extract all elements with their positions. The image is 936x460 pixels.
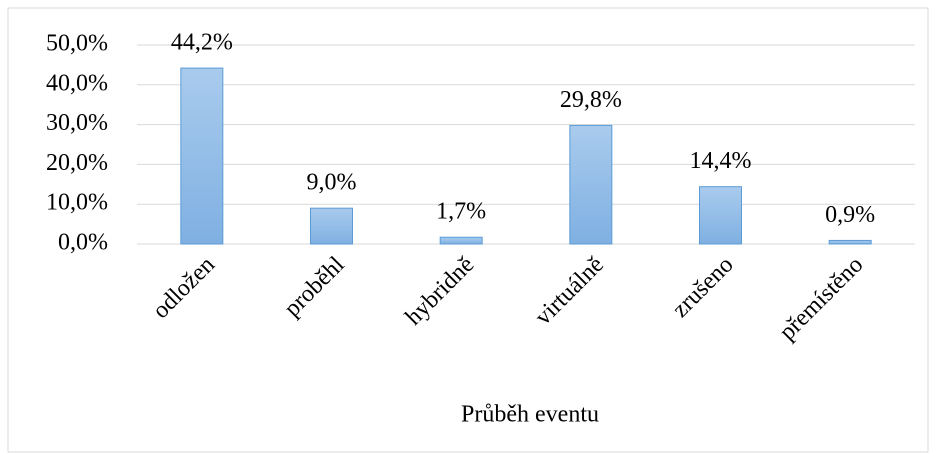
x-axis-title: Průběh eventu [461,402,599,428]
bar [699,186,742,245]
y-tick-label: 20,0% [46,150,108,176]
data-label: 29,8% [560,87,622,113]
data-label: 44,2% [171,30,233,56]
x-tick-label: hybridně [401,252,480,331]
y-tick-label: 0,0% [58,230,108,256]
chart-border [7,7,929,453]
y-tick-label: 40,0% [46,70,108,96]
x-tick-label: virtuálně [530,252,609,331]
bar [439,236,483,245]
bar [569,124,613,245]
data-label: 14,4% [690,148,752,174]
bar [180,67,224,245]
x-tick-label: odložen [148,252,220,324]
data-label: 0,9% [825,202,875,228]
y-tick-label: 30,0% [46,110,108,136]
y-tick-label: 10,0% [46,190,108,216]
bar [828,239,872,245]
y-tick-label: 50,0% [46,31,108,57]
bar [310,207,353,245]
x-tick-label: proběhl [279,252,349,322]
x-tick-label: přemístěno [775,252,869,346]
x-tick-label: zrušeno [667,252,738,323]
data-label: 1,7% [436,199,486,225]
data-label: 9,0% [307,170,357,196]
